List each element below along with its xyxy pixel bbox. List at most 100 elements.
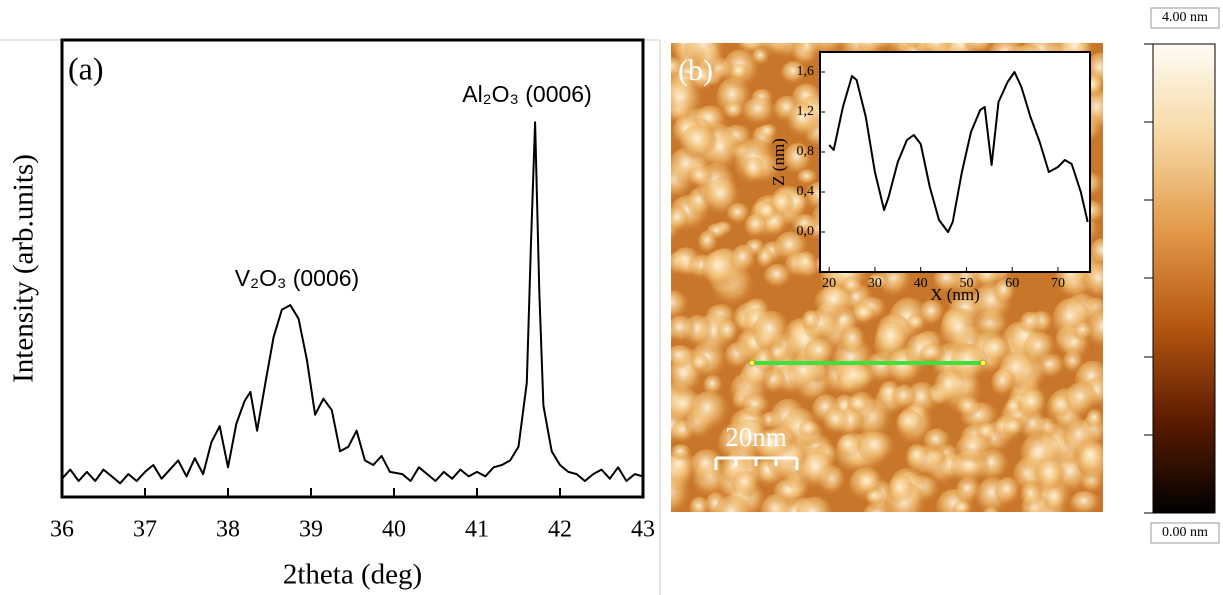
- grain: [857, 431, 896, 464]
- y-tick-label: 0,4: [797, 184, 815, 199]
- x-tick-label: 50: [959, 276, 973, 291]
- data-line: [828, 71, 1089, 233]
- x-tick-label: 30: [868, 276, 882, 291]
- grain: [853, 303, 876, 326]
- x-tick-label: 41: [465, 517, 489, 543]
- panel-label: (b): [678, 54, 713, 87]
- grain: [1019, 311, 1042, 335]
- x-tick-label: 40: [914, 276, 928, 291]
- grain: [840, 326, 866, 355]
- grain: [983, 506, 1000, 512]
- grain: [689, 390, 730, 433]
- grain: [757, 202, 779, 222]
- grain: [1002, 417, 1026, 438]
- plot-frame: [60, 38, 645, 499]
- grain: [1088, 238, 1103, 268]
- grain: [1035, 458, 1066, 491]
- grain: [874, 321, 910, 356]
- y-tick-label: 1,2: [797, 104, 815, 119]
- grain: [981, 336, 1011, 363]
- grain: [689, 449, 725, 483]
- x-tick-label: 39: [299, 517, 323, 543]
- grain: [741, 394, 771, 418]
- grain: [1017, 388, 1048, 419]
- grain: [787, 103, 819, 139]
- data-line: [61, 121, 644, 485]
- panel-label: (a): [68, 50, 104, 86]
- grain: [726, 202, 751, 226]
- colorbar-label-box: [1150, 522, 1220, 544]
- peak-annotation: Al₂O₃ (0006): [462, 81, 592, 107]
- grain: [1075, 439, 1103, 477]
- profile-end: [748, 359, 756, 367]
- grain: [919, 343, 945, 364]
- grain: [731, 470, 760, 499]
- grain: [671, 345, 695, 369]
- grain: [991, 368, 1017, 398]
- scale-bar: [714, 456, 799, 470]
- grain: [783, 142, 813, 177]
- grain: [752, 310, 791, 354]
- grain: [758, 124, 778, 140]
- x-tick-label: 20: [822, 276, 836, 291]
- x-axis-label: 2theta (deg): [283, 559, 422, 591]
- grain: [841, 276, 864, 296]
- grain: [1069, 490, 1101, 512]
- x-tick-label: 70: [1051, 276, 1065, 291]
- y-axis-label: Z (nm): [769, 138, 788, 186]
- grain: [742, 97, 777, 126]
- grain: [671, 290, 689, 321]
- y-tick-label: 1,6: [797, 64, 815, 79]
- y-tick-label: 0,0: [797, 224, 815, 239]
- grain: [848, 395, 869, 414]
- x-tick-label: 40: [382, 517, 406, 543]
- grain: [753, 348, 776, 374]
- grain: [801, 310, 821, 332]
- grain: [687, 166, 713, 189]
- colorbar: [1152, 43, 1216, 514]
- colorbar-label: 4.00 nm: [1162, 10, 1208, 25]
- x-axis-label: X (nm): [930, 285, 980, 304]
- profile-end: [979, 359, 987, 367]
- scale-bar-label: 20nm: [725, 422, 787, 452]
- grain: [760, 493, 793, 512]
- grain: [671, 206, 690, 233]
- grain: [679, 124, 718, 159]
- grain: [723, 102, 745, 120]
- grain: [804, 338, 837, 367]
- grain: [671, 78, 703, 126]
- grain: [797, 169, 818, 186]
- grain: [689, 496, 711, 512]
- grain: [993, 278, 1016, 305]
- grain: [730, 244, 757, 275]
- grain: [702, 250, 735, 288]
- grain: [671, 315, 696, 344]
- grain: [753, 428, 793, 463]
- grain: [795, 251, 818, 277]
- x-tick-label: 37: [133, 517, 157, 543]
- grain: [919, 299, 945, 327]
- grain: [1073, 321, 1094, 341]
- grain: [717, 319, 740, 345]
- grain: [838, 359, 873, 398]
- x-tick-label: 36: [50, 517, 74, 543]
- grain: [714, 494, 752, 512]
- grain: [1050, 394, 1072, 418]
- grain: [995, 476, 1021, 507]
- grain: [1020, 482, 1044, 509]
- grain: [742, 156, 765, 184]
- x-tick-label: 42: [548, 517, 572, 543]
- y-tick-label: 0,8: [797, 144, 815, 159]
- grain: [905, 443, 930, 472]
- grain: [781, 60, 807, 86]
- colorbar-label-box: [1150, 7, 1220, 29]
- grain: [956, 396, 982, 418]
- grain: [684, 43, 726, 68]
- grain: [906, 314, 926, 332]
- grain: [855, 471, 881, 496]
- grain: [955, 433, 994, 465]
- grain: [756, 247, 775, 270]
- grain: [1023, 331, 1057, 366]
- grain: [1064, 381, 1099, 418]
